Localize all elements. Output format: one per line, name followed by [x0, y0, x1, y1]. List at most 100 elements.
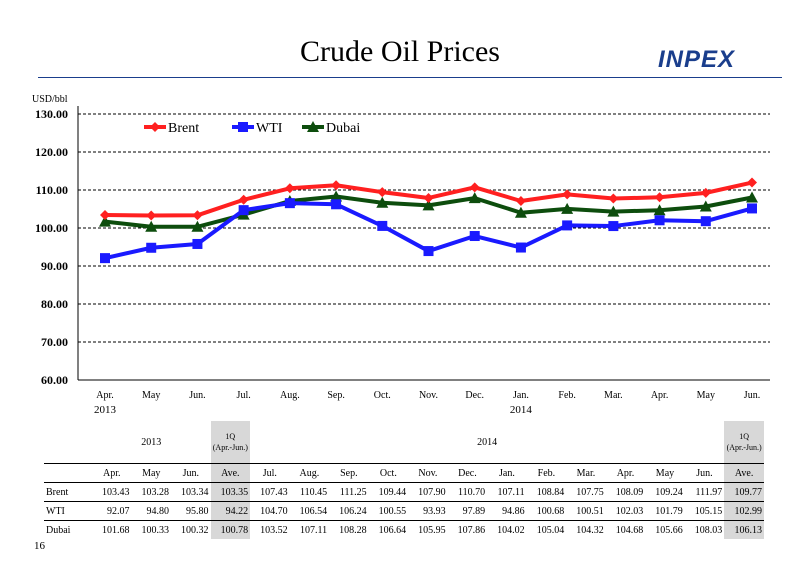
data-point-dubai: [561, 202, 574, 214]
data-point-brent: [331, 180, 342, 191]
table-cell: 101.79: [645, 501, 685, 521]
table-cell: 94.86: [487, 501, 527, 521]
table-row: Dubai 101.68 100.33 100.32 100.78 103.52 107.1…: [44, 520, 764, 539]
column-header: Nov.: [408, 463, 448, 483]
x-tick-label: Oct.: [374, 390, 391, 401]
y-tick-label: 70.00: [41, 335, 68, 349]
data-point-brent: [515, 195, 526, 206]
x-tick-label: Nov.: [419, 390, 438, 401]
table-row: Brent 103.43 103.28 103.34 103.35 107.43 110.4…: [44, 482, 764, 502]
x-tick-label: Jul.: [237, 390, 251, 401]
table-cell: 106.54: [289, 501, 330, 521]
y-axis-label: USD/bbl: [32, 94, 68, 105]
table-cell: 95.80: [171, 501, 211, 521]
column-header: Aug.: [289, 463, 330, 483]
price-table: 2013 1Q (Apr.-Jun.) 2014 1Q (Apr.-Jun.) …: [44, 421, 764, 539]
table-cell: 102.03: [605, 501, 646, 521]
row-label: WTI: [44, 501, 92, 521]
x-tick-label: Feb.: [558, 390, 576, 401]
x-tick-label: May: [697, 390, 715, 401]
table-cell: 104.02: [497, 524, 525, 536]
table-cell: 100.51: [566, 501, 606, 521]
crude-oil-line-chart: USD/bbl 60.00 70.00 80.00 90.00 100.00 110.00…: [32, 94, 770, 416]
table-cell: 104.32: [576, 524, 604, 536]
q-label: 1Q: [739, 432, 750, 441]
column-header: Dec.: [447, 463, 488, 483]
table-cell: 93.93: [408, 501, 448, 521]
data-point-wti: [700, 216, 711, 227]
data-point-brent: [192, 210, 203, 221]
column-header: Apr.: [92, 463, 132, 483]
data-point-dubai: [191, 220, 204, 232]
table-cell: 106.13: [724, 520, 764, 539]
legend-label: Brent: [168, 121, 199, 136]
series-dubai: [99, 190, 758, 232]
table-cell: 108.28: [339, 524, 367, 536]
data-point-brent: [747, 177, 757, 188]
table-cell: 106.64: [378, 524, 407, 536]
data-point-wti: [284, 198, 295, 209]
data-point-wti: [515, 242, 526, 253]
table-year-row: 2013 1Q (Apr.-Jun.) 2014 1Q (Apr.-Jun.): [44, 421, 764, 464]
data-point-wti: [192, 238, 203, 249]
table-cell: 104.68: [615, 524, 644, 536]
data-point-wti: [146, 242, 157, 253]
y-tick-labels: 60.00 70.00 80.00 90.00 100.00 110.00 120.00 13…: [35, 107, 68, 387]
x-tick-label: May: [142, 390, 160, 401]
data-point-wti: [608, 221, 619, 232]
x-tick-label: Apr.: [96, 390, 114, 401]
year-2014-label: 2014: [477, 436, 498, 448]
data-point-brent: [700, 187, 711, 198]
table-row: WTI 92.07 94.80 95.80 94.22 104.70 106.54 106.2…: [44, 501, 764, 521]
table-cell: 104.70: [250, 501, 290, 521]
data-point-dubai: [99, 215, 111, 227]
data-point-wti: [100, 253, 110, 264]
data-point-dubai: [422, 199, 435, 211]
data-point-brent: [423, 192, 434, 203]
q-period: (Apr.-Jun.): [726, 443, 762, 452]
data-point-brent: [284, 183, 295, 194]
y-tick-label: 100.00: [35, 221, 68, 235]
table-cell: 108.09: [605, 482, 646, 502]
table-cell: 110.70: [447, 482, 488, 502]
table-cell: 109.44: [368, 482, 409, 502]
data-point-wti: [331, 199, 342, 210]
x-tick-label: Aug.: [280, 390, 300, 401]
q-cell-2013: 1Q (Apr.-Jun.): [210, 421, 251, 464]
column-header: Feb.: [526, 463, 567, 483]
series-wti: [100, 198, 757, 264]
column-header: Jun.: [171, 463, 211, 483]
table-cell: 107.90: [408, 482, 448, 502]
row-label: Dubai: [46, 524, 71, 536]
data-point-brent: [100, 209, 110, 220]
table-cell: 94.80: [131, 501, 172, 521]
table-cell: 106.24: [329, 501, 369, 521]
table-cell: 111.25: [329, 482, 369, 502]
x-year-label: 2014: [510, 404, 533, 416]
page-title: Crude Oil Prices: [300, 35, 500, 68]
data-point-wti: [747, 203, 757, 214]
inpex-logo: INPEX: [658, 46, 736, 73]
data-point-dubai: [653, 204, 666, 216]
column-header: Jan.: [487, 463, 527, 483]
legend-marker: [307, 121, 319, 132]
y-tick-label: 90.00: [41, 259, 68, 273]
data-point-dubai: [330, 190, 343, 202]
table-cell: 100.32: [181, 524, 209, 536]
x-tick-label: Jun.: [189, 390, 205, 401]
y-tick-label: 130.00: [35, 107, 68, 121]
table-cell: 103.43: [92, 482, 132, 502]
q-label: 1Q: [225, 432, 236, 441]
legend-marker: [150, 122, 160, 132]
column-header: Sep.: [329, 463, 369, 483]
column-header: Jul.: [250, 463, 290, 483]
table-cell: 100.68: [526, 501, 567, 521]
data-point-brent: [469, 182, 480, 193]
table-cell: 105.66: [655, 524, 683, 536]
data-point-brent: [146, 210, 157, 221]
column-header: Oct.: [368, 463, 409, 483]
data-point-dubai: [468, 192, 481, 204]
x-tick-label: Apr.: [651, 390, 669, 401]
table-cell: 108.03: [694, 524, 723, 536]
table-cell: 103.28: [131, 482, 172, 502]
